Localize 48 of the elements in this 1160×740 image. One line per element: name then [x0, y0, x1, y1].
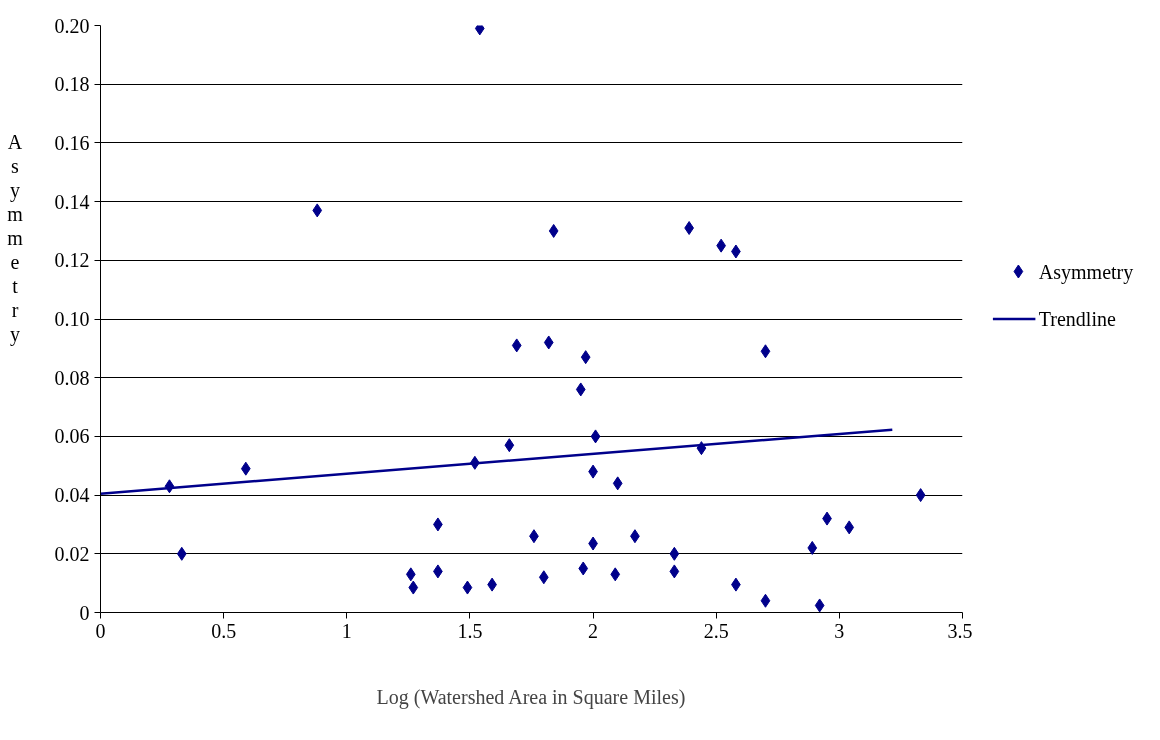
- point: [760, 593, 771, 608]
- point: [814, 598, 825, 613]
- point: [578, 561, 589, 576]
- point: [807, 540, 818, 555]
- y-tick-label: 0.12: [54, 249, 90, 272]
- text: Asymmetry: [7, 131, 23, 345]
- point: [760, 344, 771, 359]
- point: [405, 567, 416, 582]
- point: [408, 580, 419, 595]
- x-tick-label: 0.5: [211, 619, 237, 642]
- x-tick-label: 2.5: [703, 619, 729, 642]
- point: [669, 546, 680, 561]
- point: [844, 520, 855, 535]
- x-tick-label: 1: [341, 619, 352, 642]
- y-tick-label: 0.16: [54, 131, 90, 154]
- x-tick-label: 3: [834, 619, 845, 642]
- point: [580, 350, 591, 365]
- point: [590, 429, 601, 444]
- y-tick-label: 0: [79, 601, 90, 624]
- point: [610, 567, 621, 582]
- legend-label: Trendline: [1038, 307, 1116, 330]
- x-tick-label: 0: [95, 619, 106, 642]
- point: [915, 488, 926, 503]
- y-tick-label: 0.02: [54, 542, 90, 565]
- y-tick-label: 0.20: [54, 14, 90, 37]
- point: [240, 461, 251, 476]
- point: [548, 223, 559, 238]
- x-tick-label: 2: [588, 619, 599, 642]
- y-tick-label: 0.18: [54, 73, 90, 96]
- y-tick-label: 0.04: [54, 484, 90, 507]
- point: [312, 203, 323, 218]
- legend-label: Asymmetry: [1038, 260, 1134, 284]
- point: [462, 580, 473, 595]
- point: [176, 546, 187, 561]
- point: [543, 335, 554, 350]
- point: [669, 564, 680, 579]
- point: [575, 382, 586, 397]
- y-tick-label: 0.06: [54, 425, 90, 448]
- point: [504, 438, 515, 453]
- y-tick-label: 0.10: [54, 308, 90, 330]
- y-tick-label: 0.08: [54, 366, 90, 389]
- point: [538, 570, 549, 585]
- y-tick-label: 0.14: [54, 190, 90, 213]
- x-tick-label: 1.5: [457, 619, 483, 642]
- x-tick-label: 3.5: [947, 619, 973, 642]
- point: [612, 476, 623, 491]
- point: [511, 338, 522, 353]
- x-axis-title: Log (Watershed Area in Square Miles): [376, 685, 686, 709]
